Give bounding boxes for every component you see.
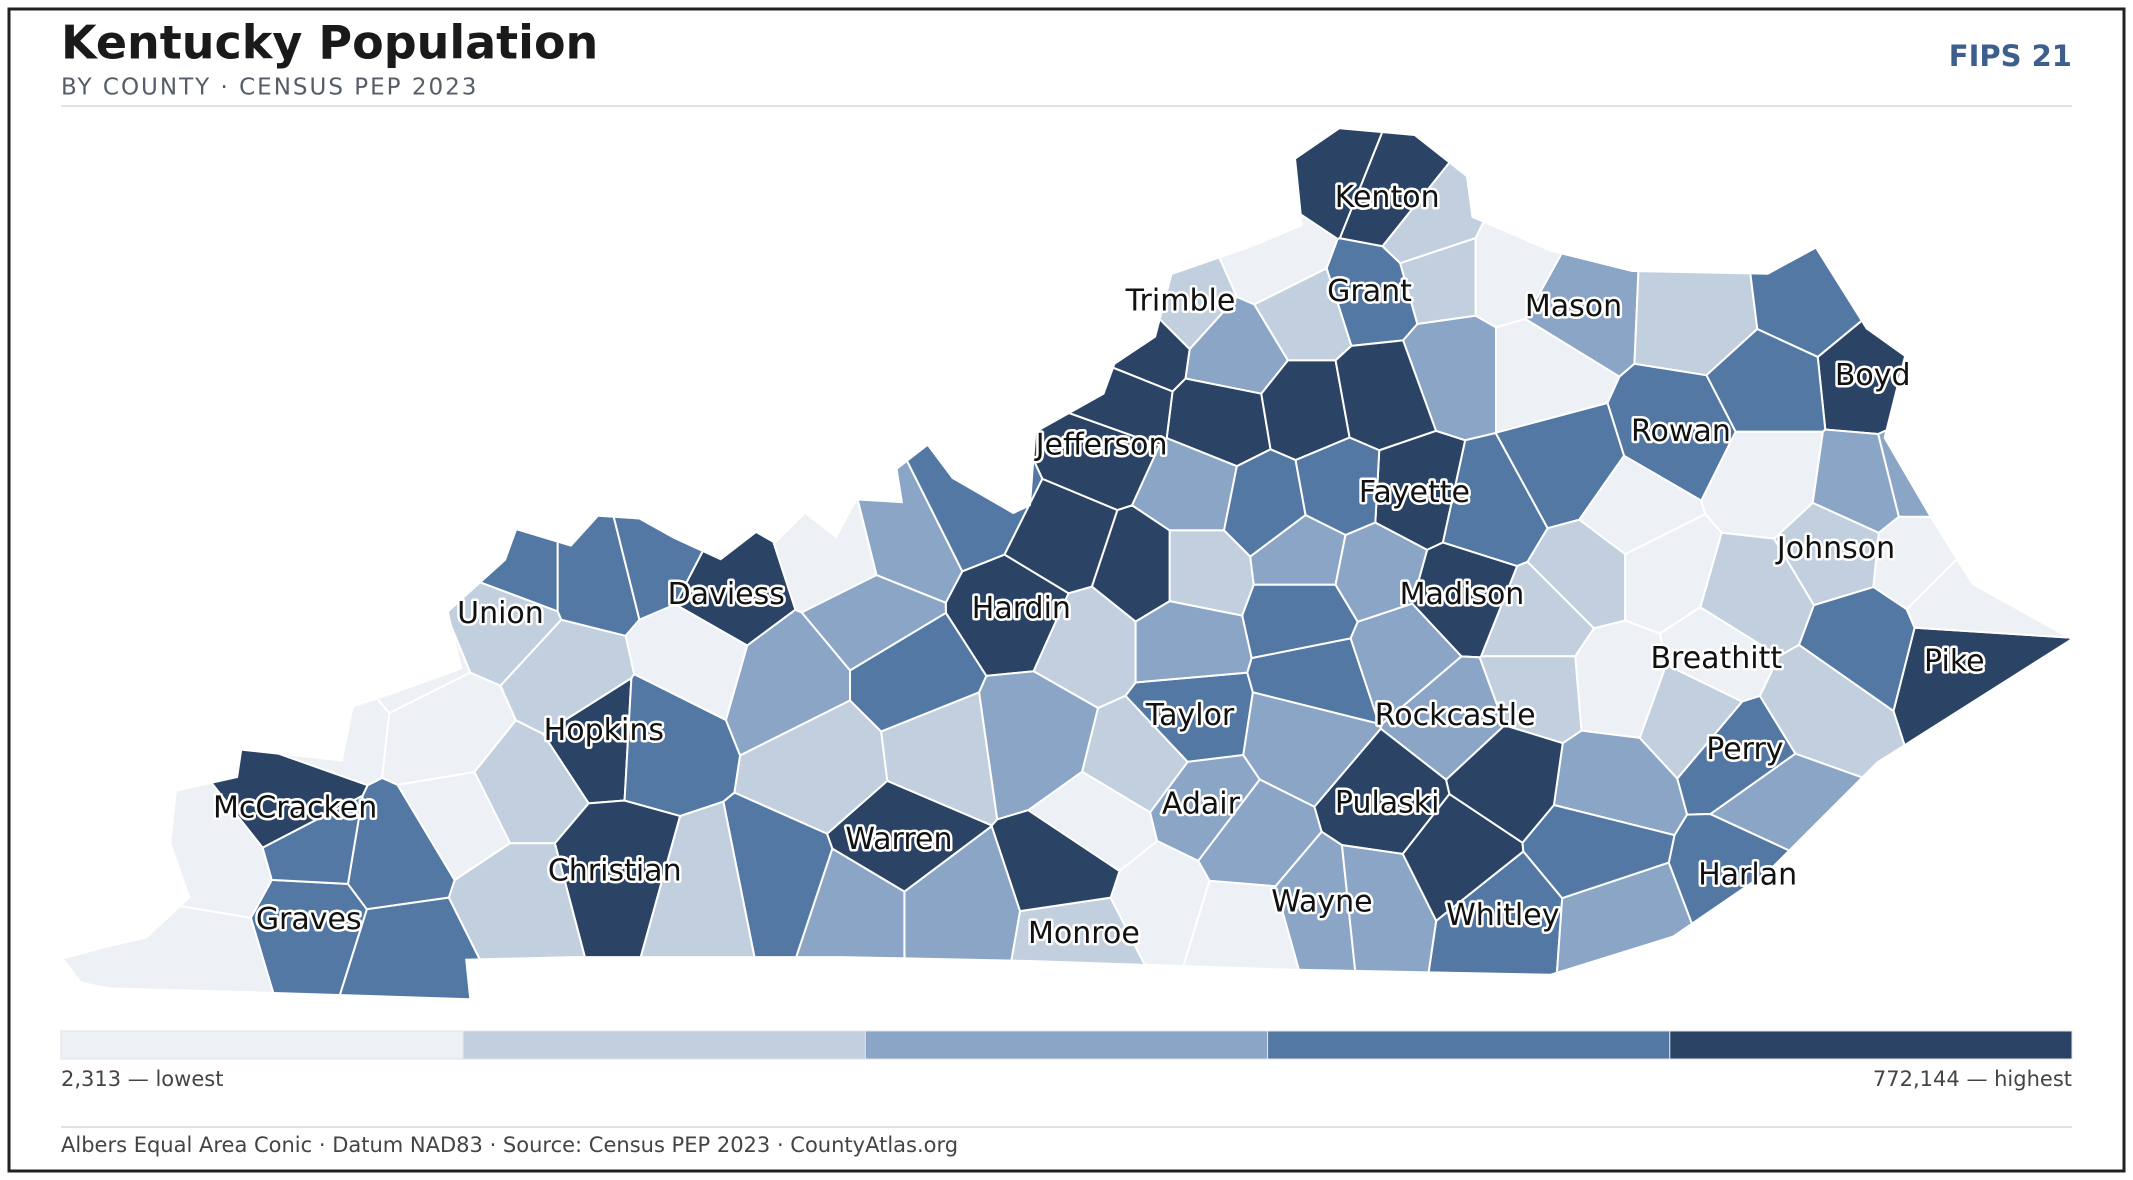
county-label: Whitley	[1446, 898, 1559, 933]
legend-swatch	[864, 1030, 1269, 1060]
legend-swatch	[1267, 1030, 1671, 1060]
legend-low: 2,313 — lowest	[61, 1067, 223, 1091]
county-label: Daviess	[668, 577, 785, 612]
subtitle: BY COUNTY · CENSUS PEP 2023	[61, 75, 478, 101]
legend-swatch	[1669, 1030, 2073, 1060]
county-label: Pulaski	[1335, 785, 1440, 820]
county-label: Union	[457, 596, 544, 631]
county-label: Harlan	[1698, 857, 1797, 892]
county	[1445, 724, 1564, 845]
county	[990, 809, 1121, 913]
county	[330, 896, 512, 999]
county-label: Hopkins	[544, 713, 664, 748]
county-label: Breathitt	[1650, 641, 1782, 676]
county-label: Rowan	[1631, 414, 1731, 449]
county-label: Pike	[1924, 644, 1985, 679]
county	[1134, 600, 1253, 684]
county-label: Kenton	[1335, 180, 1440, 215]
label-layer: Kenton Grant Trimble Mason Boyd Jefferson Rowa…	[210, 178, 1987, 954]
county-label: McCracken	[213, 791, 377, 826]
county	[261, 793, 364, 885]
county-label: Madison	[1400, 577, 1525, 612]
county-label: Jefferson	[1034, 428, 1168, 463]
title: Kentucky Population	[61, 16, 598, 70]
county-label: Fayette	[1359, 475, 1470, 510]
legend-swatch	[462, 1030, 866, 1060]
county	[1003, 477, 1119, 595]
county	[1090, 504, 1171, 623]
legend	[60, 1030, 2073, 1060]
county-label: Wayne	[1271, 885, 1372, 920]
county-label: Monroe	[1028, 916, 1140, 951]
county-label: Hardin	[972, 591, 1071, 626]
county-label: Perry	[1706, 732, 1783, 767]
county-label: Christian	[548, 853, 682, 888]
county-label: Mason	[1525, 289, 1622, 324]
county-label: Taylor	[1145, 698, 1235, 733]
county-label: Warren	[845, 822, 952, 857]
legend-swatch	[60, 1030, 464, 1060]
footer: Albers Equal Area Conic · Datum NAD83 · …	[61, 1133, 958, 1157]
county-label: Graves	[256, 902, 362, 937]
county-label: Trimble	[1125, 283, 1236, 318]
county-label: Boyd	[1835, 358, 1911, 393]
legend-high: 772,144 — highest	[1873, 1067, 2072, 1091]
county-label: Johnson	[1775, 531, 1895, 566]
county-label: Grant	[1327, 274, 1412, 309]
county-label: Rockcastle	[1375, 698, 1536, 733]
badge: FIPS 21	[1949, 39, 2072, 73]
county-label: Adair	[1162, 787, 1241, 822]
